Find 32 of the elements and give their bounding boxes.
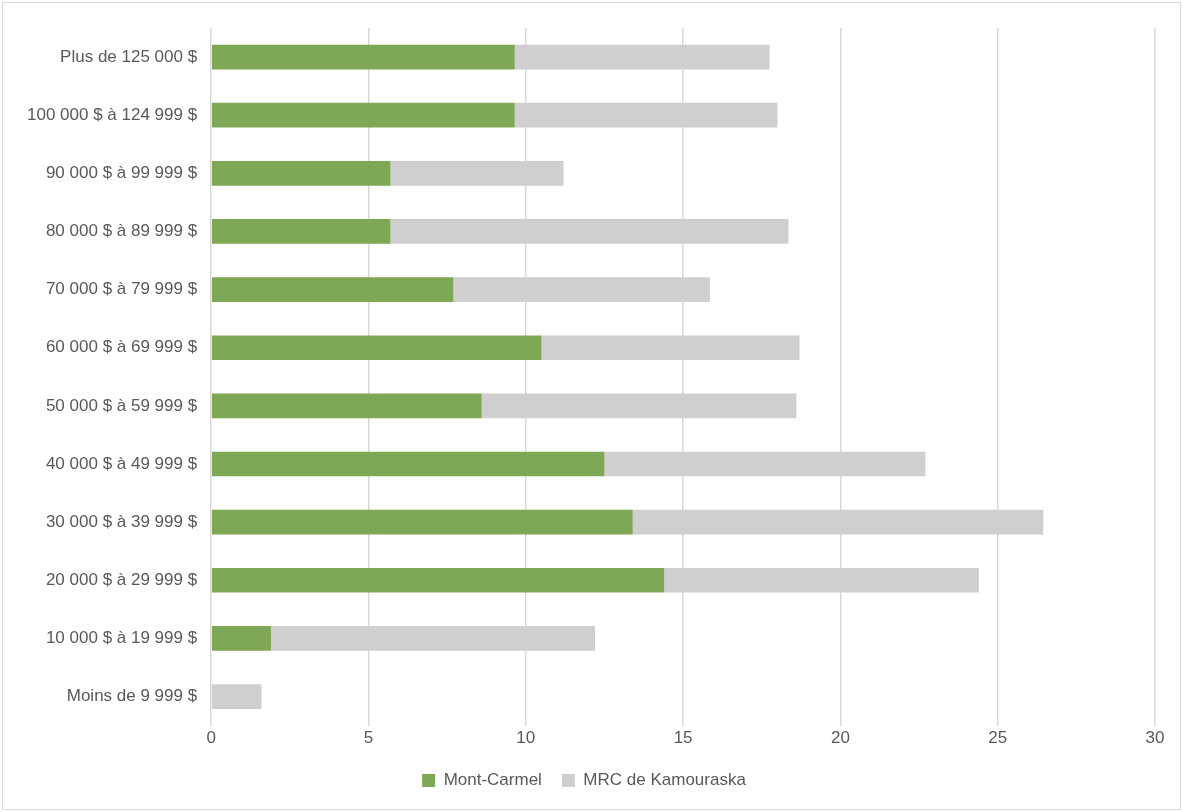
bar — [211, 160, 391, 186]
bar — [211, 626, 271, 651]
y-tick-label: 100 000 $ à 124 999 $ — [26, 104, 198, 124]
x-tick-label: 10 — [516, 728, 536, 748]
y-tick-label: 60 000 $ à 69 999 $ — [45, 337, 198, 357]
bar — [211, 277, 454, 302]
legend-label: Mont-Carmel — [443, 770, 542, 790]
y-tick-label: 80 000 $ à 89 999 $ — [45, 221, 198, 241]
y-tick-label: Plus de 125 000 $ — [60, 46, 198, 66]
legend-label: MRC de Kamouraska — [583, 770, 747, 790]
y-tick-label: 50 000 $ à 59 999 $ — [45, 395, 198, 415]
y-tick-label: 70 000 $ à 79 999 $ — [45, 279, 198, 299]
y-tick-label: 30 000 $ à 39 999 $ — [45, 511, 198, 531]
bar — [211, 451, 605, 477]
x-tick-label: 30 — [1145, 728, 1165, 748]
x-tick-label: 15 — [673, 728, 693, 748]
x-tick-label: 5 — [363, 728, 374, 748]
bar — [211, 393, 482, 419]
x-tick-label: 25 — [988, 728, 1008, 748]
bar — [211, 567, 665, 593]
bar — [211, 335, 542, 361]
bar — [211, 102, 515, 128]
y-tick-label: Moins de 9 999 $ — [66, 686, 198, 706]
bar — [211, 219, 391, 244]
bar — [211, 509, 633, 535]
y-tick-label: 90 000 $ à 99 999 $ — [45, 163, 198, 183]
x-tick-label: 20 — [830, 728, 850, 748]
y-tick-label: 10 000 $ à 19 999 $ — [45, 628, 198, 648]
y-tick-label: 40 000 $ à 49 999 $ — [45, 453, 198, 473]
bar — [211, 44, 515, 70]
x-tick-label: 0 — [206, 728, 216, 748]
y-tick-label: 20 000 $ à 29 999 $ — [45, 569, 198, 589]
